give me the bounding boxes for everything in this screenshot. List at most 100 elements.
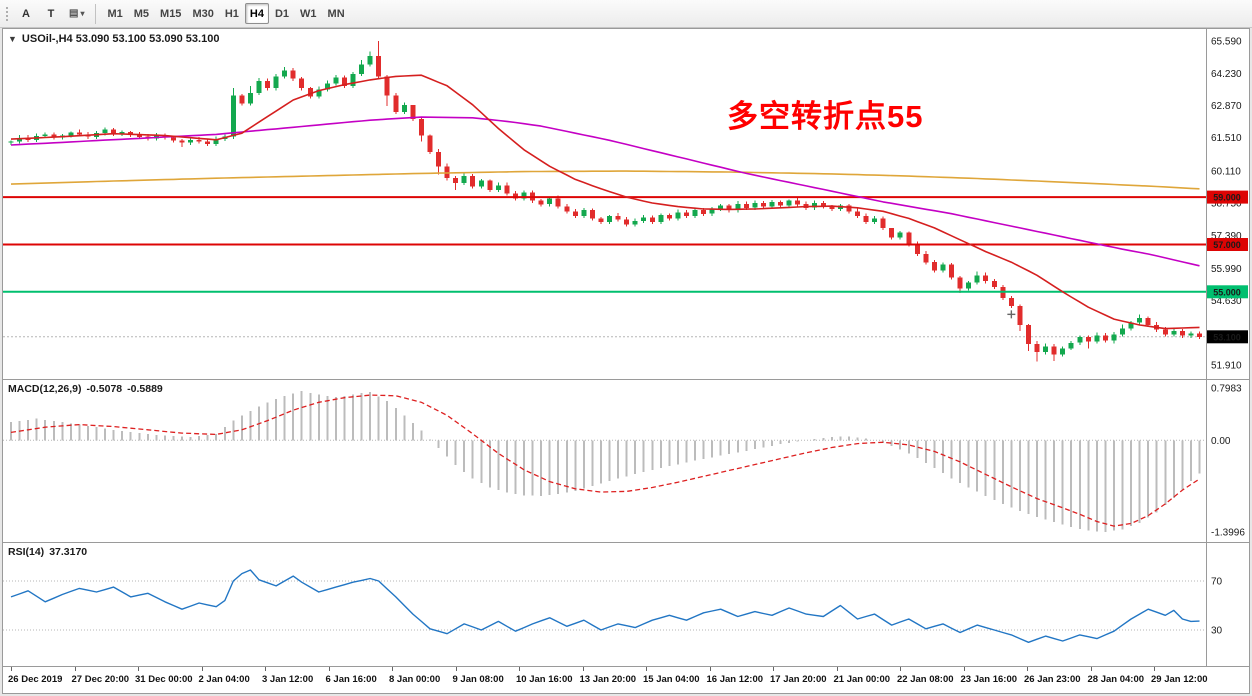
price-tick-label: 57.390: [1211, 231, 1242, 242]
price-tick-label: 64.230: [1211, 69, 1242, 80]
time-tick: [328, 667, 330, 671]
arrow-text-tool-button[interactable]: A: [14, 3, 38, 24]
chart-window: 65.590 64.230 62.870 61.510 60.110 58.750 57.3…: [2, 28, 1250, 694]
rsi-label: RSI(14) 37.3170: [8, 546, 92, 558]
rsi-value: 37.3170: [49, 546, 88, 558]
time-tick: [74, 667, 76, 671]
time-tick: [1154, 667, 1155, 671]
price-chart-canvas: 65.590 64.230 62.870 61.510 60.110 58.750 57.3…: [3, 29, 1248, 379]
macd-histogram: [10, 391, 1201, 532]
symbol-readout: ▼ USOil-,H4 53.090 53.100 53.090 53.100: [8, 33, 219, 45]
macd-canvas: 0.7983 0.00 -1.3996: [3, 380, 1245, 542]
time-label: 22 Jan 08:00: [897, 674, 954, 685]
objects-icon: ▤: [69, 8, 79, 19]
time-tick: [900, 667, 901, 671]
time-label: 10 Jan 16:00: [516, 674, 573, 685]
time-label: 6 Jan 16:00: [325, 674, 377, 685]
time-label: 31 Dec 00:00: [135, 674, 193, 685]
price-tag: 57.000: [1207, 238, 1248, 251]
rsi-line: [10, 569, 1200, 644]
time-tick: [519, 667, 520, 671]
rsi-pane[interactable]: 70 30 RSI(14) 37.3170: [3, 543, 1249, 666]
time-axis[interactable]: 26 Dec 2019 27 Dec 20:00 31 Dec 00:00 2 Jan…: [3, 667, 1249, 693]
price-tag: 55.000: [1207, 285, 1248, 299]
time-label: 21 Jan 00:00: [833, 674, 891, 685]
time-tick: [265, 667, 266, 671]
macd-value-main: -0.5078: [86, 383, 123, 395]
macd-pane[interactable]: 0.7983 0.00 -1.3996 MACD(12,26,9) -0.5078 -0…: [3, 380, 1249, 542]
timeframe-m30-button[interactable]: M30: [187, 3, 218, 24]
time-tick: [773, 667, 774, 671]
time-label: 23 Jan 16:00: [960, 674, 1018, 685]
timeframe-mn-button[interactable]: MN: [323, 3, 350, 24]
timeframe-m5-button[interactable]: M5: [129, 3, 154, 24]
pane-divider[interactable]: [3, 666, 1249, 667]
time-label: 8 Jan 00:00: [389, 674, 441, 685]
time-tick: [646, 667, 647, 671]
price-pane[interactable]: 65.590 64.230 62.870 61.510 60.110 58.750 57.3…: [3, 29, 1249, 379]
time-label: 29 Jan 12:00: [1151, 674, 1208, 685]
time-tick: [392, 667, 393, 671]
time-label: 9 Jan 08:00: [452, 674, 504, 685]
svg-text:59.000: 59.000: [1213, 193, 1241, 203]
time-tick: [201, 667, 203, 671]
time-label: 13 Jan 20:00: [579, 674, 637, 685]
svg-text:53.100: 53.100: [1213, 332, 1241, 342]
time-label: 15 Jan 04:00: [643, 674, 700, 685]
symbol-ohlc-text: USOil-,H4 53.090 53.100 53.090 53.100: [21, 33, 220, 45]
price-tick-label: 55.990: [1211, 264, 1242, 275]
price-tick-label: 61.510: [1211, 133, 1242, 144]
rsi-level-label: 30: [1211, 626, 1223, 637]
time-tick: [138, 667, 139, 671]
macd-label: MACD(12,26,9) -0.5078 -0.5889: [8, 383, 168, 395]
chart-annotation: 多空转折点55: [727, 99, 924, 134]
timeframe-w1-button[interactable]: W1: [295, 3, 322, 24]
time-tick: [582, 667, 584, 671]
objects-dropdown-button[interactable]: ▤ ▾: [64, 3, 89, 24]
time-tick: [1027, 667, 1028, 671]
timeframe-m15-button[interactable]: M15: [155, 3, 186, 24]
ma-fast-line: [10, 74, 1200, 330]
one-click-trading-toggle[interactable]: ▼: [8, 33, 17, 44]
macd-axis-label: -1.3996: [1211, 528, 1245, 539]
time-tick: [1090, 667, 1092, 671]
text-label-tool-button[interactable]: T: [39, 3, 63, 24]
time-label: 26 Dec 2019: [8, 674, 63, 685]
ma-mid-line: [10, 116, 1200, 267]
timeframe-m1-button[interactable]: M1: [102, 3, 127, 24]
price-tick-label: 58.750: [1211, 199, 1242, 210]
time-label: 27 Dec 20:00: [71, 674, 130, 685]
price-tick-label: 65.590: [1211, 37, 1242, 48]
time-label: 17 Jan 20:00: [770, 674, 827, 685]
time-tick: [963, 667, 965, 671]
price-tick-label: 60.110: [1211, 166, 1241, 177]
candlesticks: [8, 41, 1202, 362]
timeframe-d1-button[interactable]: D1: [270, 3, 294, 24]
svg-text:57.000: 57.000: [1213, 240, 1241, 250]
price-tick-label: 62.870: [1211, 101, 1242, 112]
pane-divider[interactable]: [3, 542, 1249, 543]
time-label: 26 Jan 23:00: [1024, 674, 1081, 685]
ma-slow-line: [10, 170, 1200, 190]
svg-text:55.000: 55.000: [1213, 287, 1241, 297]
macd-axis-label: 0.00: [1211, 436, 1231, 447]
price-tick-label: 51.910: [1211, 361, 1242, 372]
toolbar: A T ▤ ▾ M1 M5 M15 M30 H1 H4 D1 W1 MN: [0, 0, 1252, 28]
price-tag: 53.100: [1207, 330, 1248, 344]
price-tag: 59.000: [1207, 190, 1248, 204]
rsi-canvas: 70 30: [3, 543, 1223, 666]
toolbar-drag-handle[interactable]: [4, 4, 9, 23]
time-label: 16 Jan 12:00: [706, 674, 764, 685]
time-label: 28 Jan 04:00: [1087, 674, 1145, 685]
macd-name: MACD(12,26,9): [8, 383, 82, 395]
timeframe-h4-button[interactable]: H4: [244, 3, 269, 24]
macd-signal-line: [10, 394, 1200, 527]
pane-divider[interactable]: [3, 379, 1249, 380]
rsi-name: RSI(14): [8, 546, 45, 558]
time-tick: [709, 667, 711, 671]
rsi-level-label: 70: [1211, 577, 1223, 588]
timeframe-h1-button[interactable]: H1: [220, 3, 244, 24]
macd-value-signal: -0.5889: [127, 383, 163, 395]
time-tick: [11, 667, 12, 671]
